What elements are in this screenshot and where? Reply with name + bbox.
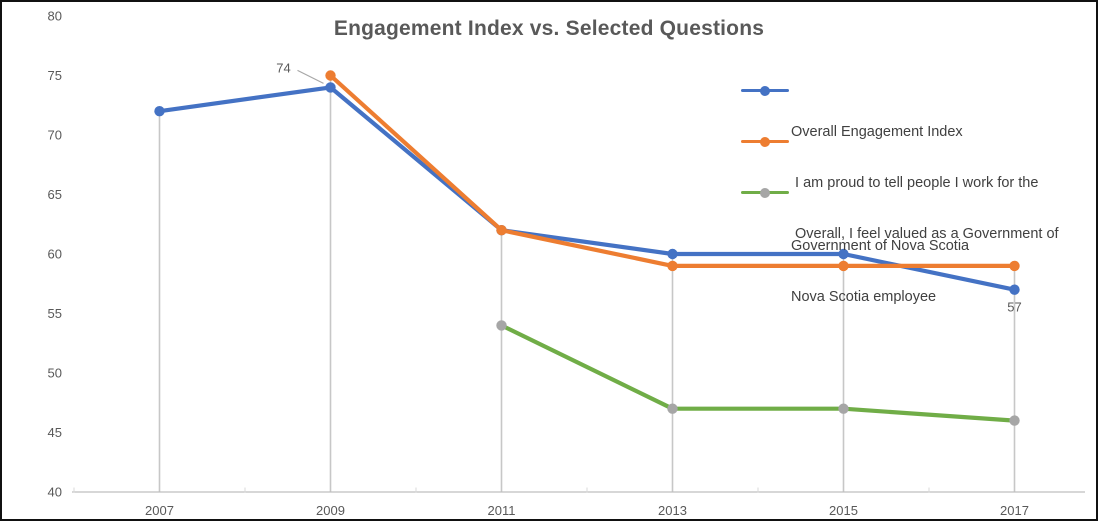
- data-point-marker: [1009, 284, 1020, 295]
- y-axis-tick-label: 60: [48, 247, 62, 262]
- y-axis-tick-label: 75: [48, 68, 62, 83]
- data-label-leader-line: [297, 69, 324, 84]
- data-point-marker: [667, 248, 678, 260]
- data-point-marker: [1009, 260, 1020, 272]
- y-axis-tick-label: 65: [48, 187, 62, 202]
- y-axis-tick-label: 55: [48, 306, 62, 321]
- legend-dot-swatch: [760, 136, 770, 147]
- x-axis-tick-label: 2009: [316, 503, 345, 518]
- series-line: [499, 323, 1017, 423]
- y-axis-tick-label: 80: [48, 9, 62, 24]
- legend-item-label: Overall, I feel valued as a Government o…: [791, 182, 1059, 350]
- data-point-label: 74: [276, 60, 290, 75]
- legend-item-feel-valued-employee: Overall, I feel valued as a Government o…: [741, 182, 1059, 350]
- legend-item-overall-engagement-index: Overall Engagement Index: [741, 80, 963, 185]
- x-axis-tick-label: 2011: [488, 503, 516, 518]
- legend-label-line: Overall, I feel valued as a Government o…: [791, 226, 1059, 242]
- x-axis-tick-label: 2007: [145, 503, 174, 518]
- data-point-marker: [325, 82, 336, 93]
- legend-label-line: Overall Engagement Index: [791, 124, 963, 140]
- y-axis-tick-label: 50: [48, 366, 62, 381]
- legend-dot-swatch: [760, 187, 770, 198]
- series-line: [157, 85, 1017, 292]
- data-point-marker: [496, 320, 507, 331]
- legend-item-label: I am proud to tell people I work for the…: [791, 131, 1038, 299]
- legend-label-line: I am proud to tell people I work for the: [791, 175, 1039, 191]
- x-axis-tick-label: 2017: [1000, 503, 1029, 518]
- data-point-marker: [667, 403, 678, 414]
- legend-item-label: Overall Engagement Index: [791, 80, 963, 185]
- y-axis-tick-label: 40: [48, 485, 62, 500]
- y-axis-tick-label: 45: [48, 425, 62, 440]
- data-point-marker: [667, 260, 678, 272]
- x-axis-tick-label: 2015: [829, 503, 858, 518]
- legend-line-marker-icon: [741, 182, 789, 203]
- data-point-marker: [1009, 415, 1020, 426]
- data-point-marker: [838, 403, 849, 414]
- legend-line-marker-icon: [741, 80, 789, 101]
- legend-label-line: Nova Scotia employee: [791, 289, 937, 305]
- x-axis-tick-label: 2013: [658, 503, 687, 518]
- chart-title: Engagement Index vs. Selected Questions: [333, 17, 765, 40]
- legend-dot-swatch: [760, 85, 770, 96]
- legend-label-line: Government of Nova Scotia: [791, 238, 970, 254]
- data-point-marker: [325, 70, 336, 81]
- legend-line-marker-icon: [741, 131, 789, 152]
- data-point-marker: [496, 225, 507, 236]
- data-point-marker: [838, 248, 849, 260]
- legend-item-proud-to-tell-people: I am proud to tell people I work for the…: [741, 131, 1038, 299]
- data-point-label: 57: [1007, 300, 1021, 315]
- y-axis-tick-label: 70: [48, 128, 62, 143]
- data-point-marker: [154, 106, 165, 117]
- data-point-marker: [838, 260, 849, 272]
